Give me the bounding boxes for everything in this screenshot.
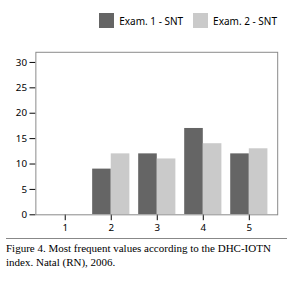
html-text:Exam. 2 - SNT: Exam. 2 - SNT — [213, 13, 277, 28]
html-text:Exam. 1 - SNT: Exam. 1 - SNT — [119, 13, 184, 28]
svg-text:30: 30 — [16, 56, 28, 69]
svg-text:10: 10 — [16, 157, 28, 170]
svg-text:1: 1 — [62, 221, 68, 234]
svg-text:20: 20 — [16, 106, 28, 119]
svg-text:3: 3 — [154, 221, 160, 234]
svg-text:15: 15 — [16, 132, 28, 145]
svg-text:4: 4 — [200, 221, 206, 234]
html-text:Figure 4. Most frequent values: Figure 4. Most frequent values according… — [6, 241, 271, 268]
svg-text:5: 5 — [21, 183, 27, 196]
svg-text:25: 25 — [16, 81, 28, 94]
svg-text:2: 2 — [108, 221, 114, 234]
svg-text:5: 5 — [246, 221, 252, 234]
svg-text:0: 0 — [21, 208, 27, 221]
